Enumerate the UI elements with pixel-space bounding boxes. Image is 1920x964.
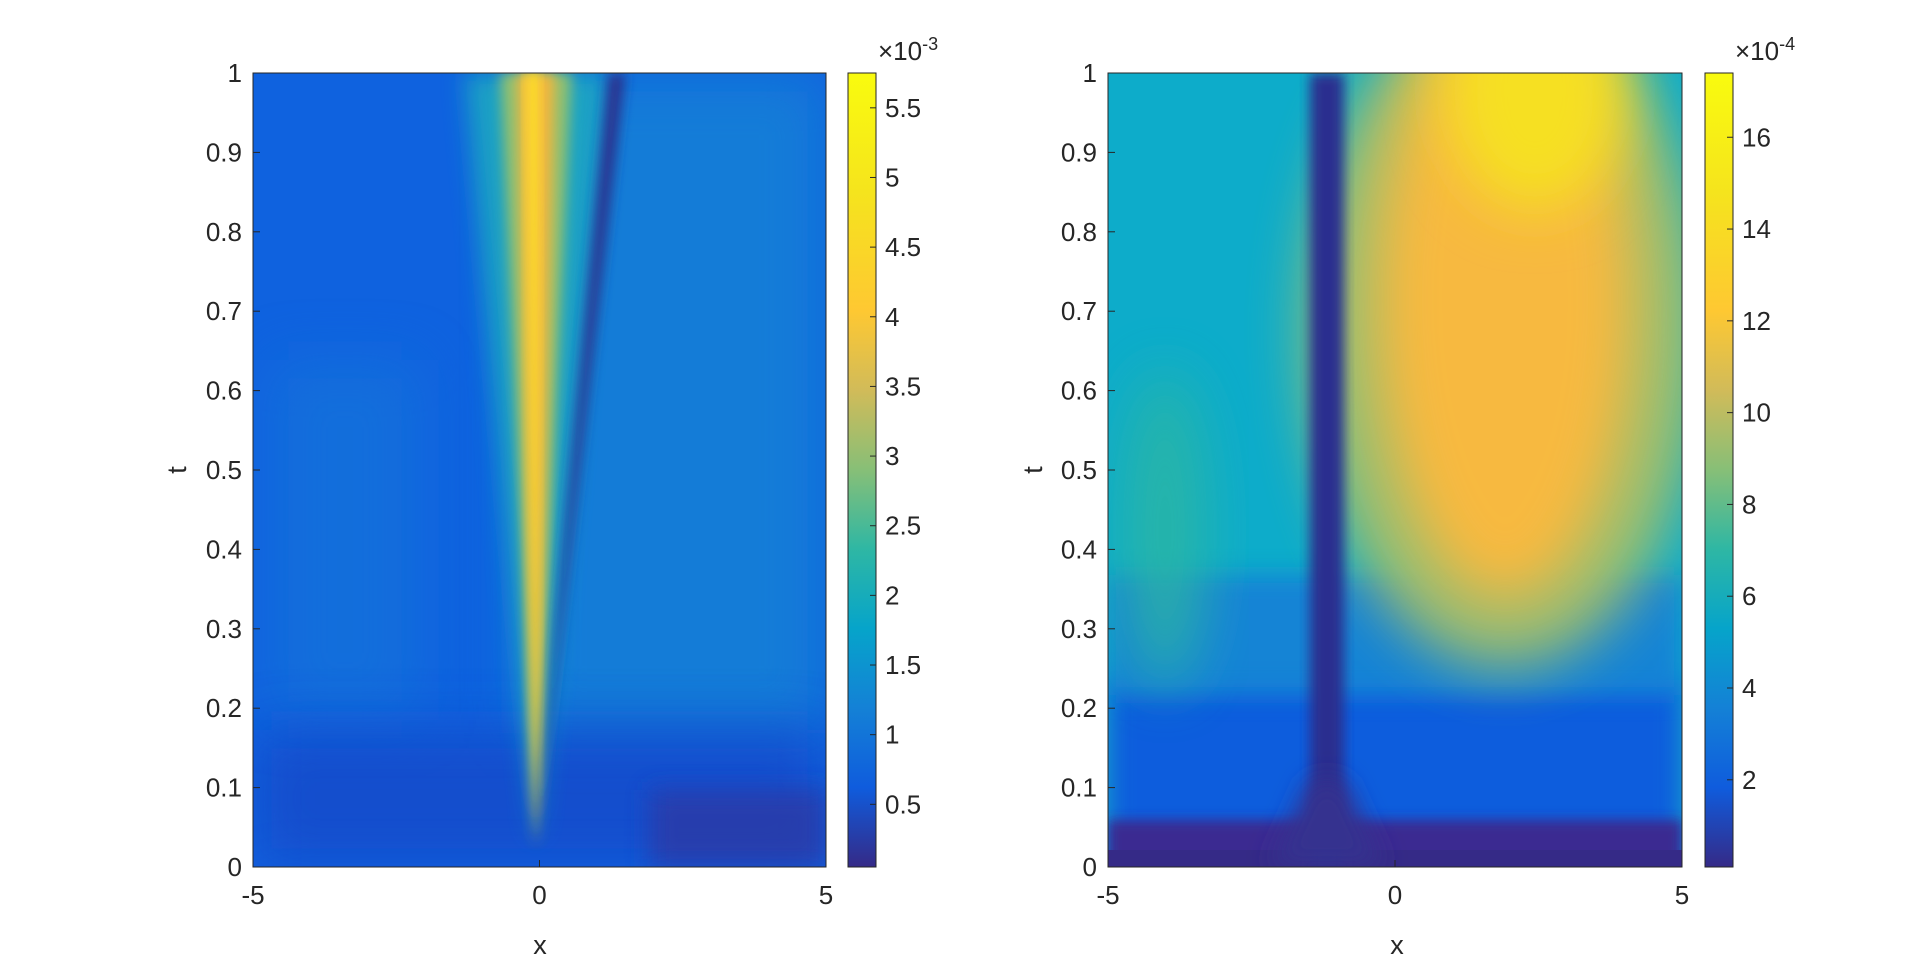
left-colorbar-tick-label: 0.5 xyxy=(885,789,921,819)
left-xlabel: x xyxy=(533,930,547,960)
right-exponent-base: ×10 xyxy=(1735,36,1779,66)
right-x-tick-label: 0 xyxy=(1388,880,1402,910)
left-y-tick-label: 0.3 xyxy=(206,614,242,644)
left-colorbar: 0.5 1 1.5 2 2.5 3 3.5 4 4.5 5 5.5 xyxy=(847,72,921,868)
right-colorbar-tick-label: 2 xyxy=(1742,765,1756,795)
left-colorbar-tick-label: 2.5 xyxy=(885,511,921,541)
left-y-tick-label: 0.1 xyxy=(206,773,242,803)
left-colorbar-tick-label: 1 xyxy=(885,720,899,750)
left-y-tick-label: 0.2 xyxy=(206,693,242,723)
right-colorbar-gradient xyxy=(1704,72,1734,868)
right-colorbar-tick-label: 12 xyxy=(1742,306,1771,336)
left-y-tick-label: 1 xyxy=(228,58,242,88)
left-y-tick-label: 0.9 xyxy=(206,137,242,167)
right-y-tick-label: 0.3 xyxy=(1061,614,1097,644)
right-y-tick-label: 0.4 xyxy=(1061,534,1097,564)
left-axes: -5 0 500.10.20.30.40.50.60.70.80.91 xyxy=(206,58,833,910)
right-colorbar-tick-label: 14 xyxy=(1742,214,1771,244)
left-x-tick-label: -5 xyxy=(241,880,264,910)
right-x-tick-label: -5 xyxy=(1096,880,1119,910)
left-colorbar-tick-label: 3 xyxy=(885,441,899,471)
left-x-tick-label: 5 xyxy=(819,880,833,910)
left-ylabel: t xyxy=(162,466,192,474)
left-colorbar-tick-label: 4 xyxy=(885,302,899,332)
left-y-tick-label: 0.6 xyxy=(206,376,242,406)
right-y-tick-label: 0.1 xyxy=(1061,773,1097,803)
right-y-tick-label: 0.2 xyxy=(1061,693,1097,723)
left-colorbar-tick-label: 3.5 xyxy=(885,371,921,401)
right-heatmap-panel: -5 0 500.10.20.30.40.50.60.70.80.91 246810… xyxy=(1018,34,1795,960)
right-y-tick-label: 1 xyxy=(1083,58,1097,88)
right-axes: -5 0 500.10.20.30.40.50.60.70.80.91 xyxy=(1061,58,1689,910)
left-colorbar-tick-label: 5 xyxy=(885,162,899,192)
left-colorbar-gradient xyxy=(847,72,877,868)
left-exponent-power: -3 xyxy=(922,34,938,54)
right-y-tick-label: 0.5 xyxy=(1061,455,1097,485)
right-heatmap-image xyxy=(1108,73,1682,867)
left-y-tick-label: 0 xyxy=(228,852,242,882)
left-y-tick-label: 0.8 xyxy=(206,217,242,247)
left-colorbar-exponent: ×10-3 xyxy=(878,34,938,66)
right-y-tick-label: 0.9 xyxy=(1061,137,1097,167)
right-colorbar-tick-label: 4 xyxy=(1742,673,1756,703)
left-y-tick-label: 0.5 xyxy=(206,455,242,485)
right-y-tick-label: 0 xyxy=(1083,852,1097,882)
right-xlabel: x xyxy=(1390,930,1404,960)
left-colorbar-tick-label: 1.5 xyxy=(885,650,921,680)
right-colorbar-tick-label: 8 xyxy=(1742,489,1756,519)
left-x-tick-label: 0 xyxy=(532,880,546,910)
left-heatmap-image xyxy=(253,73,826,867)
right-colorbar-tick-label: 10 xyxy=(1742,398,1771,428)
right-exponent-power: -4 xyxy=(1779,34,1795,54)
left-y-tick-label: 0.4 xyxy=(206,534,242,564)
right-x-tick-label: 5 xyxy=(1675,880,1689,910)
right-colorbar-tick-label: 16 xyxy=(1742,122,1771,152)
right-ylabel: t xyxy=(1018,466,1048,474)
right-colorbar-exponent: ×10-4 xyxy=(1735,34,1795,66)
left-y-tick-label: 0.7 xyxy=(206,296,242,326)
left-heatmap-panel: -5 0 500.10.20.30.40.50.60.70.80.91 0.511.… xyxy=(162,34,938,960)
left-colorbar-tick-label: 2 xyxy=(885,580,899,610)
right-y-tick-label: 0.7 xyxy=(1061,296,1097,326)
left-colorbar-tick-label: 4.5 xyxy=(885,232,921,262)
left-exponent-base: ×10 xyxy=(878,36,922,66)
left-colorbar-tick-label: 5.5 xyxy=(885,93,921,123)
right-y-tick-label: 0.8 xyxy=(1061,217,1097,247)
right-colorbar-tick-label: 6 xyxy=(1742,581,1756,611)
right-colorbar: 2 4 6 8 10 12 14 16 xyxy=(1704,72,1771,868)
right-y-tick-label: 0.6 xyxy=(1061,376,1097,406)
